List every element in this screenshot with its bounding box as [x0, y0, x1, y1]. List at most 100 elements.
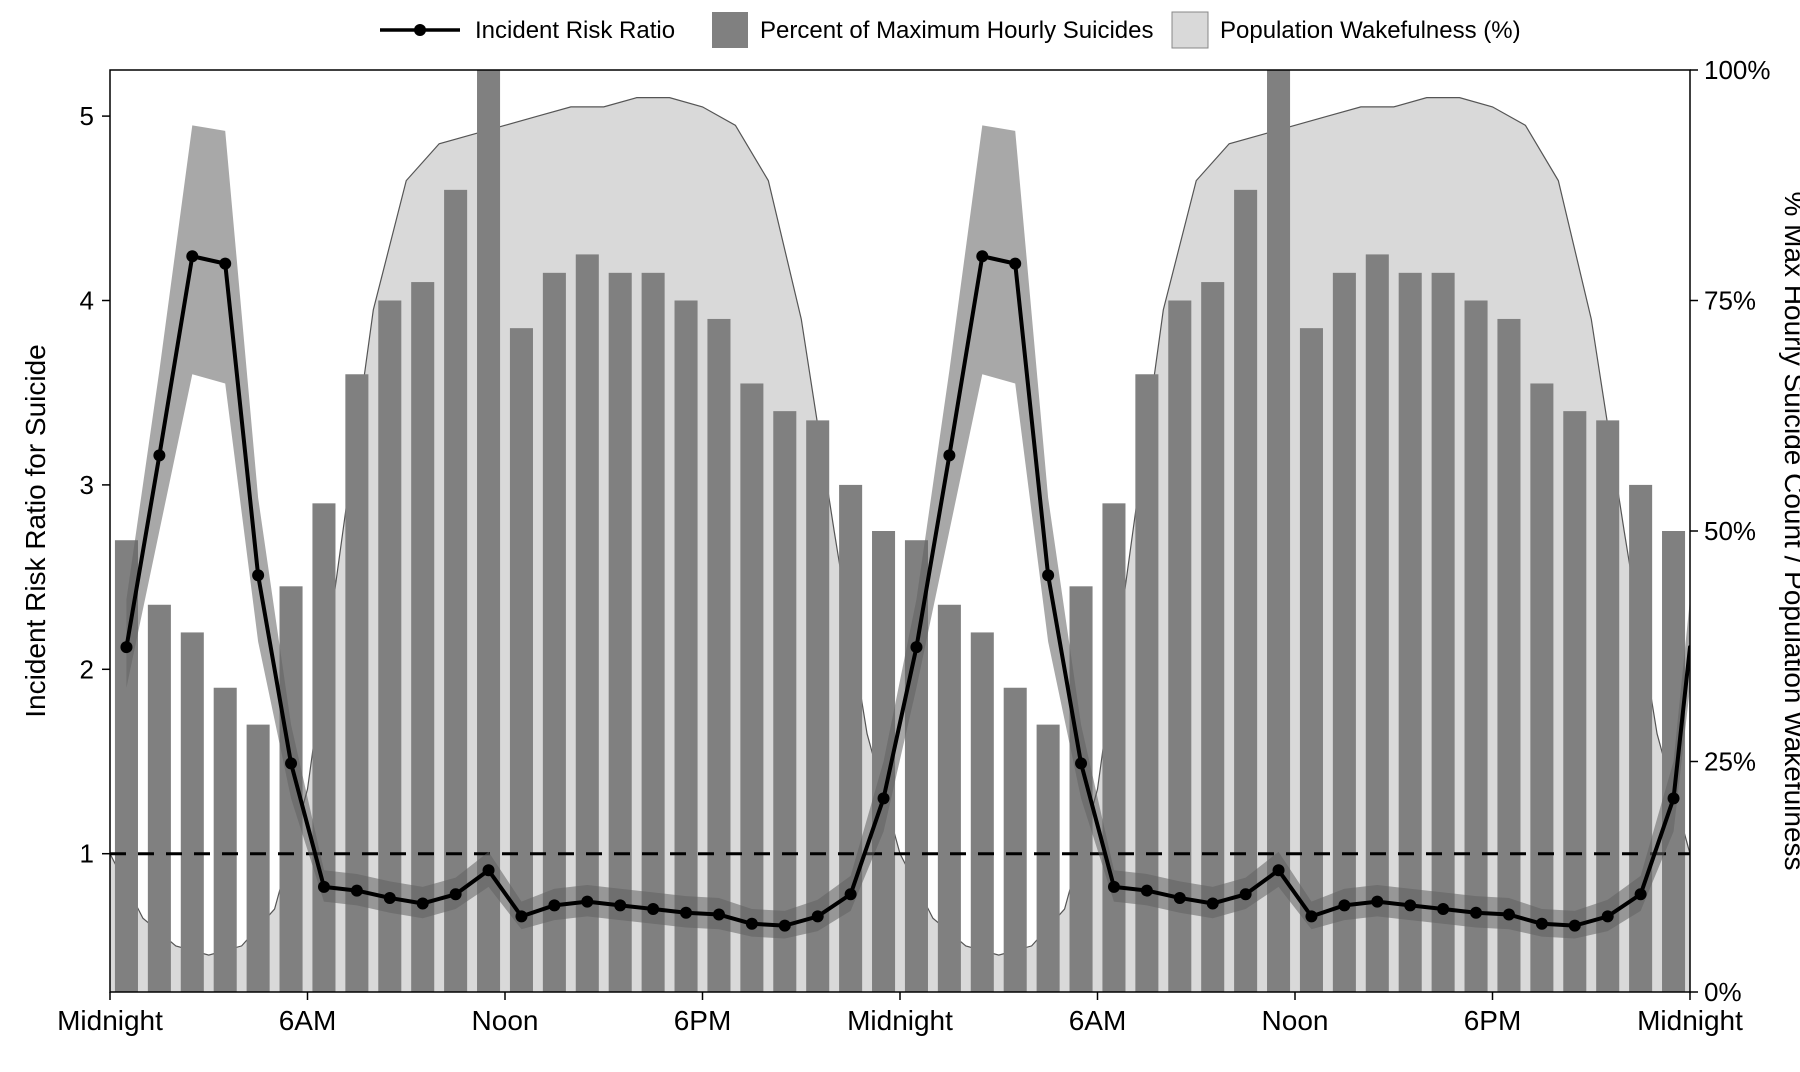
- risk-marker: [1075, 757, 1087, 769]
- risk-marker: [515, 910, 527, 922]
- risk-marker: [1305, 910, 1317, 922]
- risk-marker: [1635, 888, 1647, 900]
- ytick-label: 1: [80, 839, 94, 869]
- bar: [1563, 411, 1586, 992]
- risk-marker: [1371, 896, 1383, 908]
- bar: [1432, 273, 1455, 992]
- ytick-label: 4: [80, 286, 94, 316]
- bar: [1333, 273, 1356, 992]
- risk-marker: [812, 910, 824, 922]
- ytick-label: 25%: [1704, 747, 1756, 777]
- risk-marker: [1536, 918, 1548, 930]
- bar: [707, 319, 730, 992]
- xtick-label: 6AM: [279, 1005, 337, 1036]
- risk-marker: [1174, 892, 1186, 904]
- bar: [1399, 273, 1422, 992]
- ytick-label: 0%: [1704, 977, 1742, 1007]
- xtick-label: 6PM: [1464, 1005, 1522, 1036]
- bar: [938, 605, 961, 992]
- risk-marker: [120, 641, 132, 653]
- xtick-label: Midnight: [57, 1005, 163, 1036]
- risk-marker: [1602, 910, 1614, 922]
- bar: [773, 411, 796, 992]
- risk-marker: [680, 907, 692, 919]
- ytick-label: 75%: [1704, 286, 1756, 316]
- risk-marker: [943, 449, 955, 461]
- risk-marker: [845, 888, 857, 900]
- risk-marker: [779, 920, 791, 932]
- bar: [1465, 301, 1488, 993]
- legend: Incident Risk Ratio Percent of Maximum Ho…: [380, 12, 1521, 48]
- risk-marker: [1404, 899, 1416, 911]
- risk-marker: [1569, 920, 1581, 932]
- bar: [181, 632, 204, 992]
- bar: [675, 301, 698, 993]
- xtick-label: Noon: [1262, 1005, 1329, 1036]
- xtick-label: Noon: [472, 1005, 539, 1036]
- risk-marker: [153, 449, 165, 461]
- risk-marker: [1668, 792, 1680, 804]
- risk-marker: [647, 903, 659, 915]
- risk-marker: [417, 897, 429, 909]
- xtick-label: Midnight: [1637, 1005, 1743, 1036]
- risk-marker: [384, 892, 396, 904]
- risk-marker: [614, 899, 626, 911]
- bar: [1037, 725, 1060, 992]
- bar: [1530, 383, 1553, 992]
- risk-marker: [1273, 864, 1285, 876]
- legend-item: Percent of Maximum Hourly Suicides: [712, 12, 1153, 48]
- bar: [576, 254, 599, 992]
- risk-marker: [1042, 569, 1054, 581]
- risk-marker: [1207, 897, 1219, 909]
- ytick-label: 100%: [1704, 55, 1771, 85]
- bar: [839, 485, 862, 992]
- bar: [609, 273, 632, 992]
- bar: [1004, 688, 1027, 992]
- risk-marker: [450, 888, 462, 900]
- risk-marker: [1503, 909, 1515, 921]
- risk-marker: [252, 569, 264, 581]
- legend-label: Population Wakefulness (%): [1220, 17, 1521, 44]
- combined-chart: Incident Risk Ratio Percent of Maximum Ho…: [0, 0, 1800, 1072]
- bar: [1629, 485, 1652, 992]
- risk-marker: [581, 896, 593, 908]
- xtick-label: Midnight: [847, 1005, 953, 1036]
- risk-marker: [186, 250, 198, 262]
- right-axis-title: % Max Hourly Suicide Count / Population …: [1779, 191, 1800, 870]
- bar: [247, 725, 270, 992]
- ytick-label: 50%: [1704, 516, 1756, 546]
- risk-marker: [548, 899, 560, 911]
- bar: [1366, 254, 1389, 992]
- bar: [1102, 503, 1125, 992]
- risk-marker: [483, 864, 495, 876]
- xtick-label: 6AM: [1069, 1005, 1127, 1036]
- bar: [1497, 319, 1520, 992]
- bar: [740, 383, 763, 992]
- bar: [214, 688, 237, 992]
- bar: [543, 273, 566, 992]
- ytick-label: 5: [80, 101, 94, 131]
- ytick-label: 3: [80, 470, 94, 500]
- risk-marker: [285, 757, 297, 769]
- risk-marker: [1240, 888, 1252, 900]
- risk-marker: [1009, 258, 1021, 270]
- risk-marker: [746, 918, 758, 930]
- bar: [312, 503, 335, 992]
- left-axis-title: Incident Risk Ratio for Suicide: [20, 344, 51, 718]
- bar: [642, 273, 665, 992]
- risk-marker: [1470, 907, 1482, 919]
- risk-marker: [976, 250, 988, 262]
- risk-marker: [1338, 899, 1350, 911]
- risk-marker: [318, 881, 330, 893]
- risk-marker: [1437, 903, 1449, 915]
- xtick-label: 6PM: [674, 1005, 732, 1036]
- risk-marker: [878, 792, 890, 804]
- ytick-label: 2: [80, 654, 94, 684]
- legend-item: Population Wakefulness (%): [1172, 12, 1521, 48]
- legend-label: Percent of Maximum Hourly Suicides: [760, 17, 1153, 44]
- risk-marker: [351, 885, 363, 897]
- chart-container: Incident Risk Ratio Percent of Maximum Ho…: [0, 0, 1800, 1072]
- risk-marker: [1141, 885, 1153, 897]
- legend-label: Incident Risk Ratio: [475, 17, 675, 44]
- bar: [148, 605, 171, 992]
